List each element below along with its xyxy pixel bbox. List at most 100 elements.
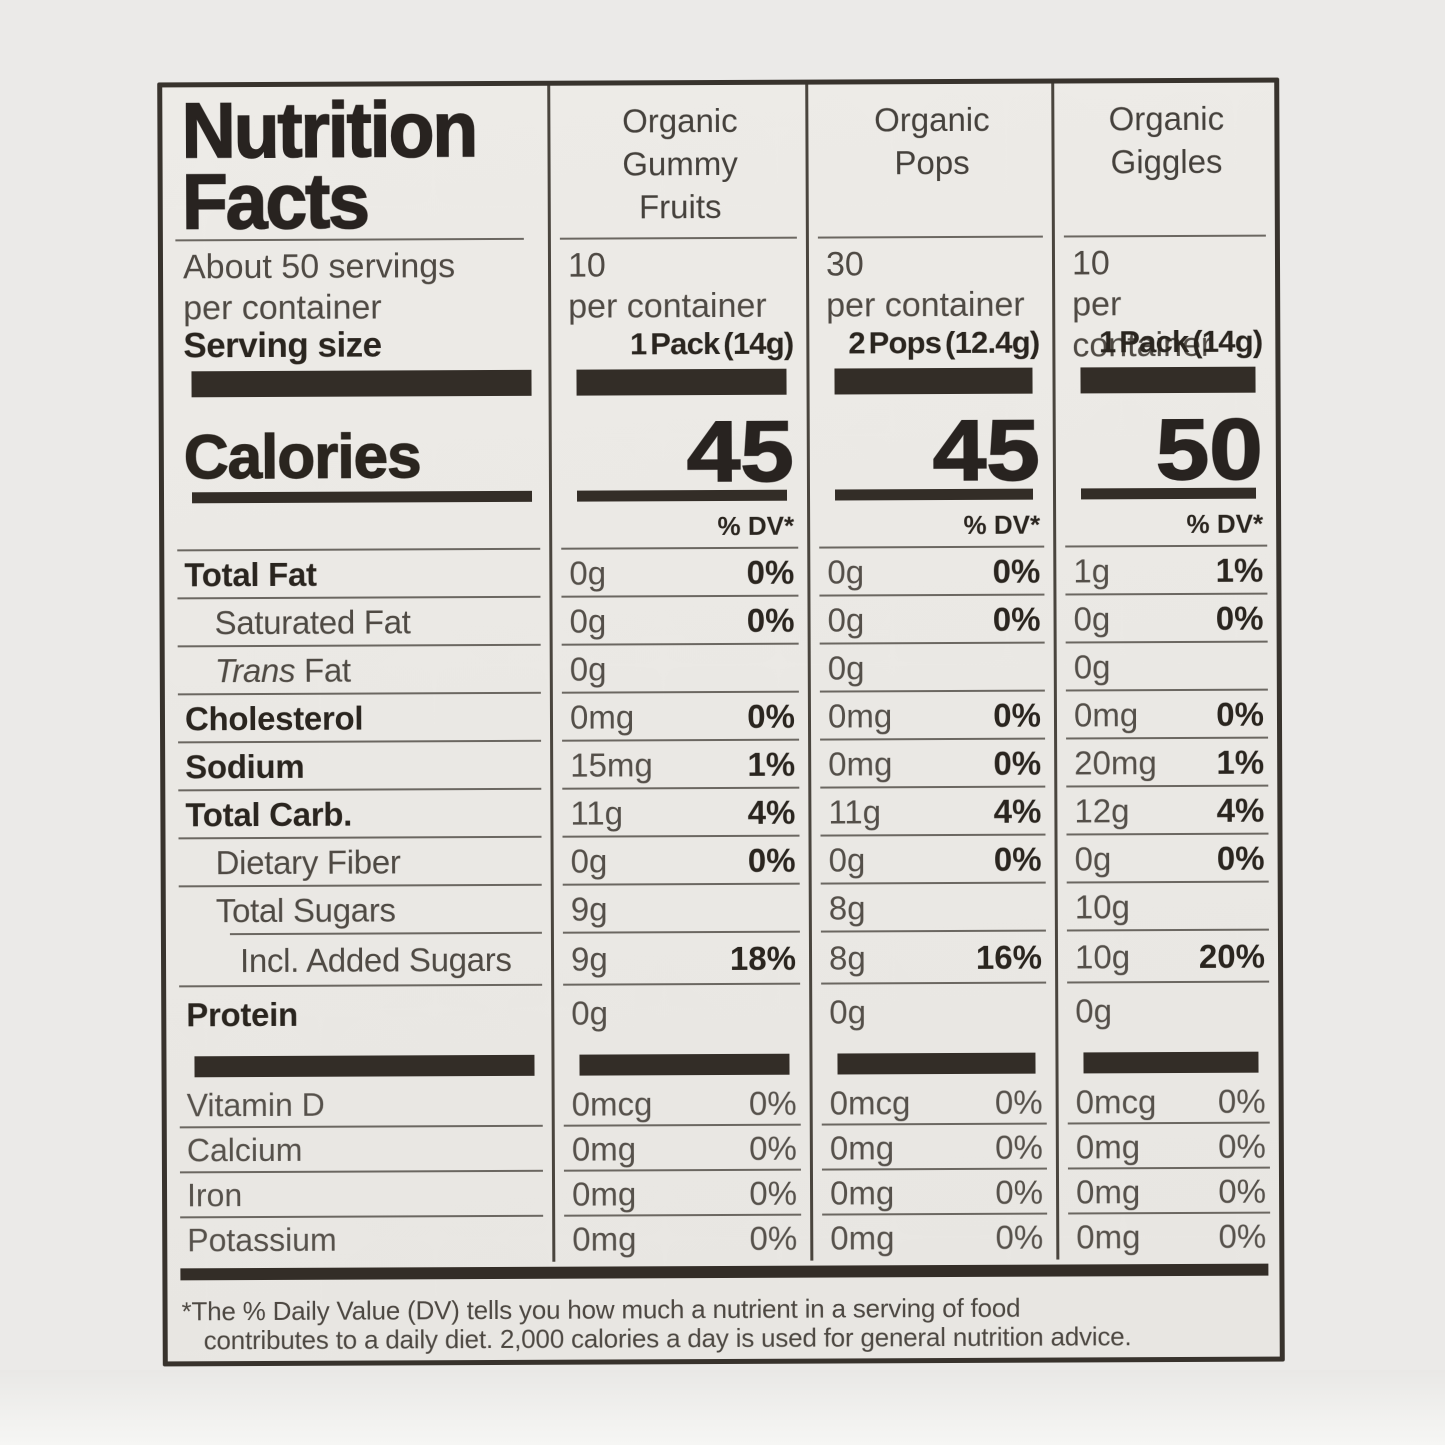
separator-bar (163, 368, 548, 400)
nutrient-value-cell: 0mg 0% (807, 691, 1055, 741)
micronutrient-dv: 0% (1217, 1082, 1266, 1120)
nutrient-dv: 4% (1216, 791, 1265, 829)
micronutrient-dv: 0% (994, 1083, 1043, 1121)
nutrient-dv: 0% (992, 600, 1041, 638)
nutrient-dv: 1% (747, 745, 796, 783)
nutrient-amount: 11g (570, 794, 624, 832)
nutrient-amount: 1g (1073, 552, 1111, 590)
micronutrient-value-cell: 0mg 0% (552, 1215, 811, 1262)
serving-size-value: 2 Pops (12.4g) (848, 324, 1040, 361)
calories-gummy-fruits: 45 (548, 396, 807, 501)
servings-giggles: 10 per container (1051, 236, 1276, 364)
calories-label-cell: Calories (164, 398, 549, 493)
nutrient-amount: 10g (1074, 938, 1131, 976)
trans-rest: Fat (295, 651, 351, 689)
micronutrient-value-cell: 0mg 0% (810, 1214, 1057, 1261)
nutrient-value-cell: 8g 16% (808, 931, 1056, 985)
micronutrient-dv: 0% (748, 1084, 797, 1122)
serving-size-giggles: 1 Pack (14g) (1052, 318, 1276, 366)
nutrient-amount: 0g (828, 841, 866, 879)
micronutrient-amount: 0mg (829, 1128, 895, 1167)
micronutrient-dv: 0% (1218, 1172, 1267, 1210)
micronutrient-name: Potassium (187, 1221, 337, 1259)
micronutrient-amount: 0mg (572, 1219, 637, 1258)
nutrient-value-cell: 20mg 1% (1054, 738, 1278, 788)
nutrient-amount: 0g (1074, 840, 1112, 878)
calories-value: 50 (1155, 401, 1264, 499)
nutrient-value-cell: 0g 0% (807, 547, 1054, 597)
micronutrient-value-cell: 0mg 0% (809, 1169, 1057, 1216)
nutrient-value-cell: 0g (807, 643, 1054, 693)
nutrient-name: Saturated Fat (214, 603, 411, 642)
micronutrient-dv: 0% (995, 1173, 1044, 1211)
product-name-line: Gummy (622, 144, 738, 183)
title-line-1: Nutrition (181, 84, 478, 175)
micronutrient-value-cell: 0mcg 0% (1055, 1078, 1279, 1125)
micronutrient-label-potassium: Potassium (167, 1217, 552, 1264)
nutrient-dv: 4% (993, 792, 1042, 830)
nutrient-value-cell: 0g (809, 983, 1056, 1041)
product-name-line: Giggles (1110, 142, 1223, 181)
nutrient-name: Incl. Added Sugars (239, 940, 512, 980)
nutrient-value-cell: 9g 18% (550, 932, 810, 986)
nutrient-value-cell: 15mg 1% (550, 740, 809, 790)
nutrient-dv: 0% (747, 841, 796, 879)
nutrient-amount: 0g (827, 649, 865, 687)
micronutrient-value-cell: 0mg 0% (809, 1124, 1056, 1171)
micronutrient-dv: 0% (749, 1129, 797, 1167)
micronutrient-value-cell: 0mg 0% (1056, 1213, 1280, 1260)
nutrient-amount: 0g (569, 650, 607, 688)
nutrient-dv: 0% (1216, 839, 1265, 877)
micronutrient-label-iron: Iron (167, 1172, 552, 1219)
nutrient-value-cell: 11g 4% (808, 787, 1055, 837)
nutrient-value-cell: 0g 0% (550, 836, 809, 886)
micronutrient-amount: 0mg (1075, 1127, 1141, 1165)
calories-rule (806, 485, 1054, 503)
nutrition-facts-panel: Nutrition Facts Organic Gummy Fruits Org… (157, 77, 1285, 1367)
nutrient-amount: 9g (570, 890, 608, 928)
nutrient-value-cell: 0mg 0% (1053, 690, 1278, 740)
dv-footnote: *The % Daily Value (DV) tells you how mu… (167, 1281, 1279, 1362)
dv-header: % DV* (549, 502, 808, 550)
calories-rule (164, 488, 549, 506)
nutrient-value-cell: 0g 0% (1053, 594, 1277, 644)
nutrient-amount: 8g (828, 939, 866, 977)
nutrient-dv: 1% (1216, 743, 1265, 781)
micronutrient-label-calcium: Calcium (167, 1127, 552, 1174)
micronutrient-value-cell: 0mg 0% (1055, 1123, 1279, 1170)
separator-bar (1055, 1038, 1279, 1080)
servings-count: 10 (1071, 244, 1110, 283)
calories-rule (1052, 484, 1277, 502)
nutrient-dv: 0% (1216, 695, 1265, 733)
separator-bar (809, 1039, 1056, 1081)
nutrient-dv: 20% (1198, 937, 1266, 975)
calories-giggles: 50 (1052, 394, 1276, 499)
nutrient-label-total-carb: Total Carb. (165, 790, 550, 840)
micronutrient-value-cell: 0mcg 0% (809, 1079, 1056, 1126)
micronutrient-amount: 0mcg (829, 1083, 911, 1122)
serving-size-row: Serving size (163, 322, 548, 370)
nutrient-value-cell: 0g (1053, 642, 1277, 692)
nutrient-value-cell: 9g (550, 884, 809, 934)
nutrient-amount: 8g (828, 889, 866, 927)
micronutrient-amount: 0mg (1075, 1172, 1141, 1210)
nutrient-value-cell: 0g 0% (549, 548, 808, 598)
micronutrient-dv: 0% (749, 1174, 798, 1212)
calories-value: 45 (686, 403, 795, 501)
nutrient-value-cell: 0g 0% (807, 595, 1054, 645)
nutrient-label-protein: Protein (166, 986, 551, 1044)
micronutrient-amount: 0mg (571, 1129, 637, 1168)
nutrient-value-cell: 0g 0% (549, 596, 808, 646)
product-name-gummy-fruits: Organic Gummy Fruits (547, 84, 806, 240)
footnote-line-2: contributes to a daily diet. 2,000 calor… (203, 1321, 1132, 1356)
nutrient-label-sodium: Sodium (165, 742, 550, 792)
nutrient-amount: 0g (1073, 600, 1111, 638)
nutrient-value-cell: 10g (1054, 882, 1278, 932)
nutrient-label-total-fat: Total Fat (164, 550, 549, 600)
nutrient-name: Cholesterol (184, 699, 364, 738)
nutrient-value-cell: 0mg 0% (549, 692, 809, 742)
separator-bar (551, 1040, 810, 1082)
serving-size-value: 1 Pack (14g) (629, 325, 794, 362)
nutrient-name: Trans Fat (185, 652, 351, 691)
micronutrient-value-cell: 0mcg 0% (551, 1080, 810, 1127)
